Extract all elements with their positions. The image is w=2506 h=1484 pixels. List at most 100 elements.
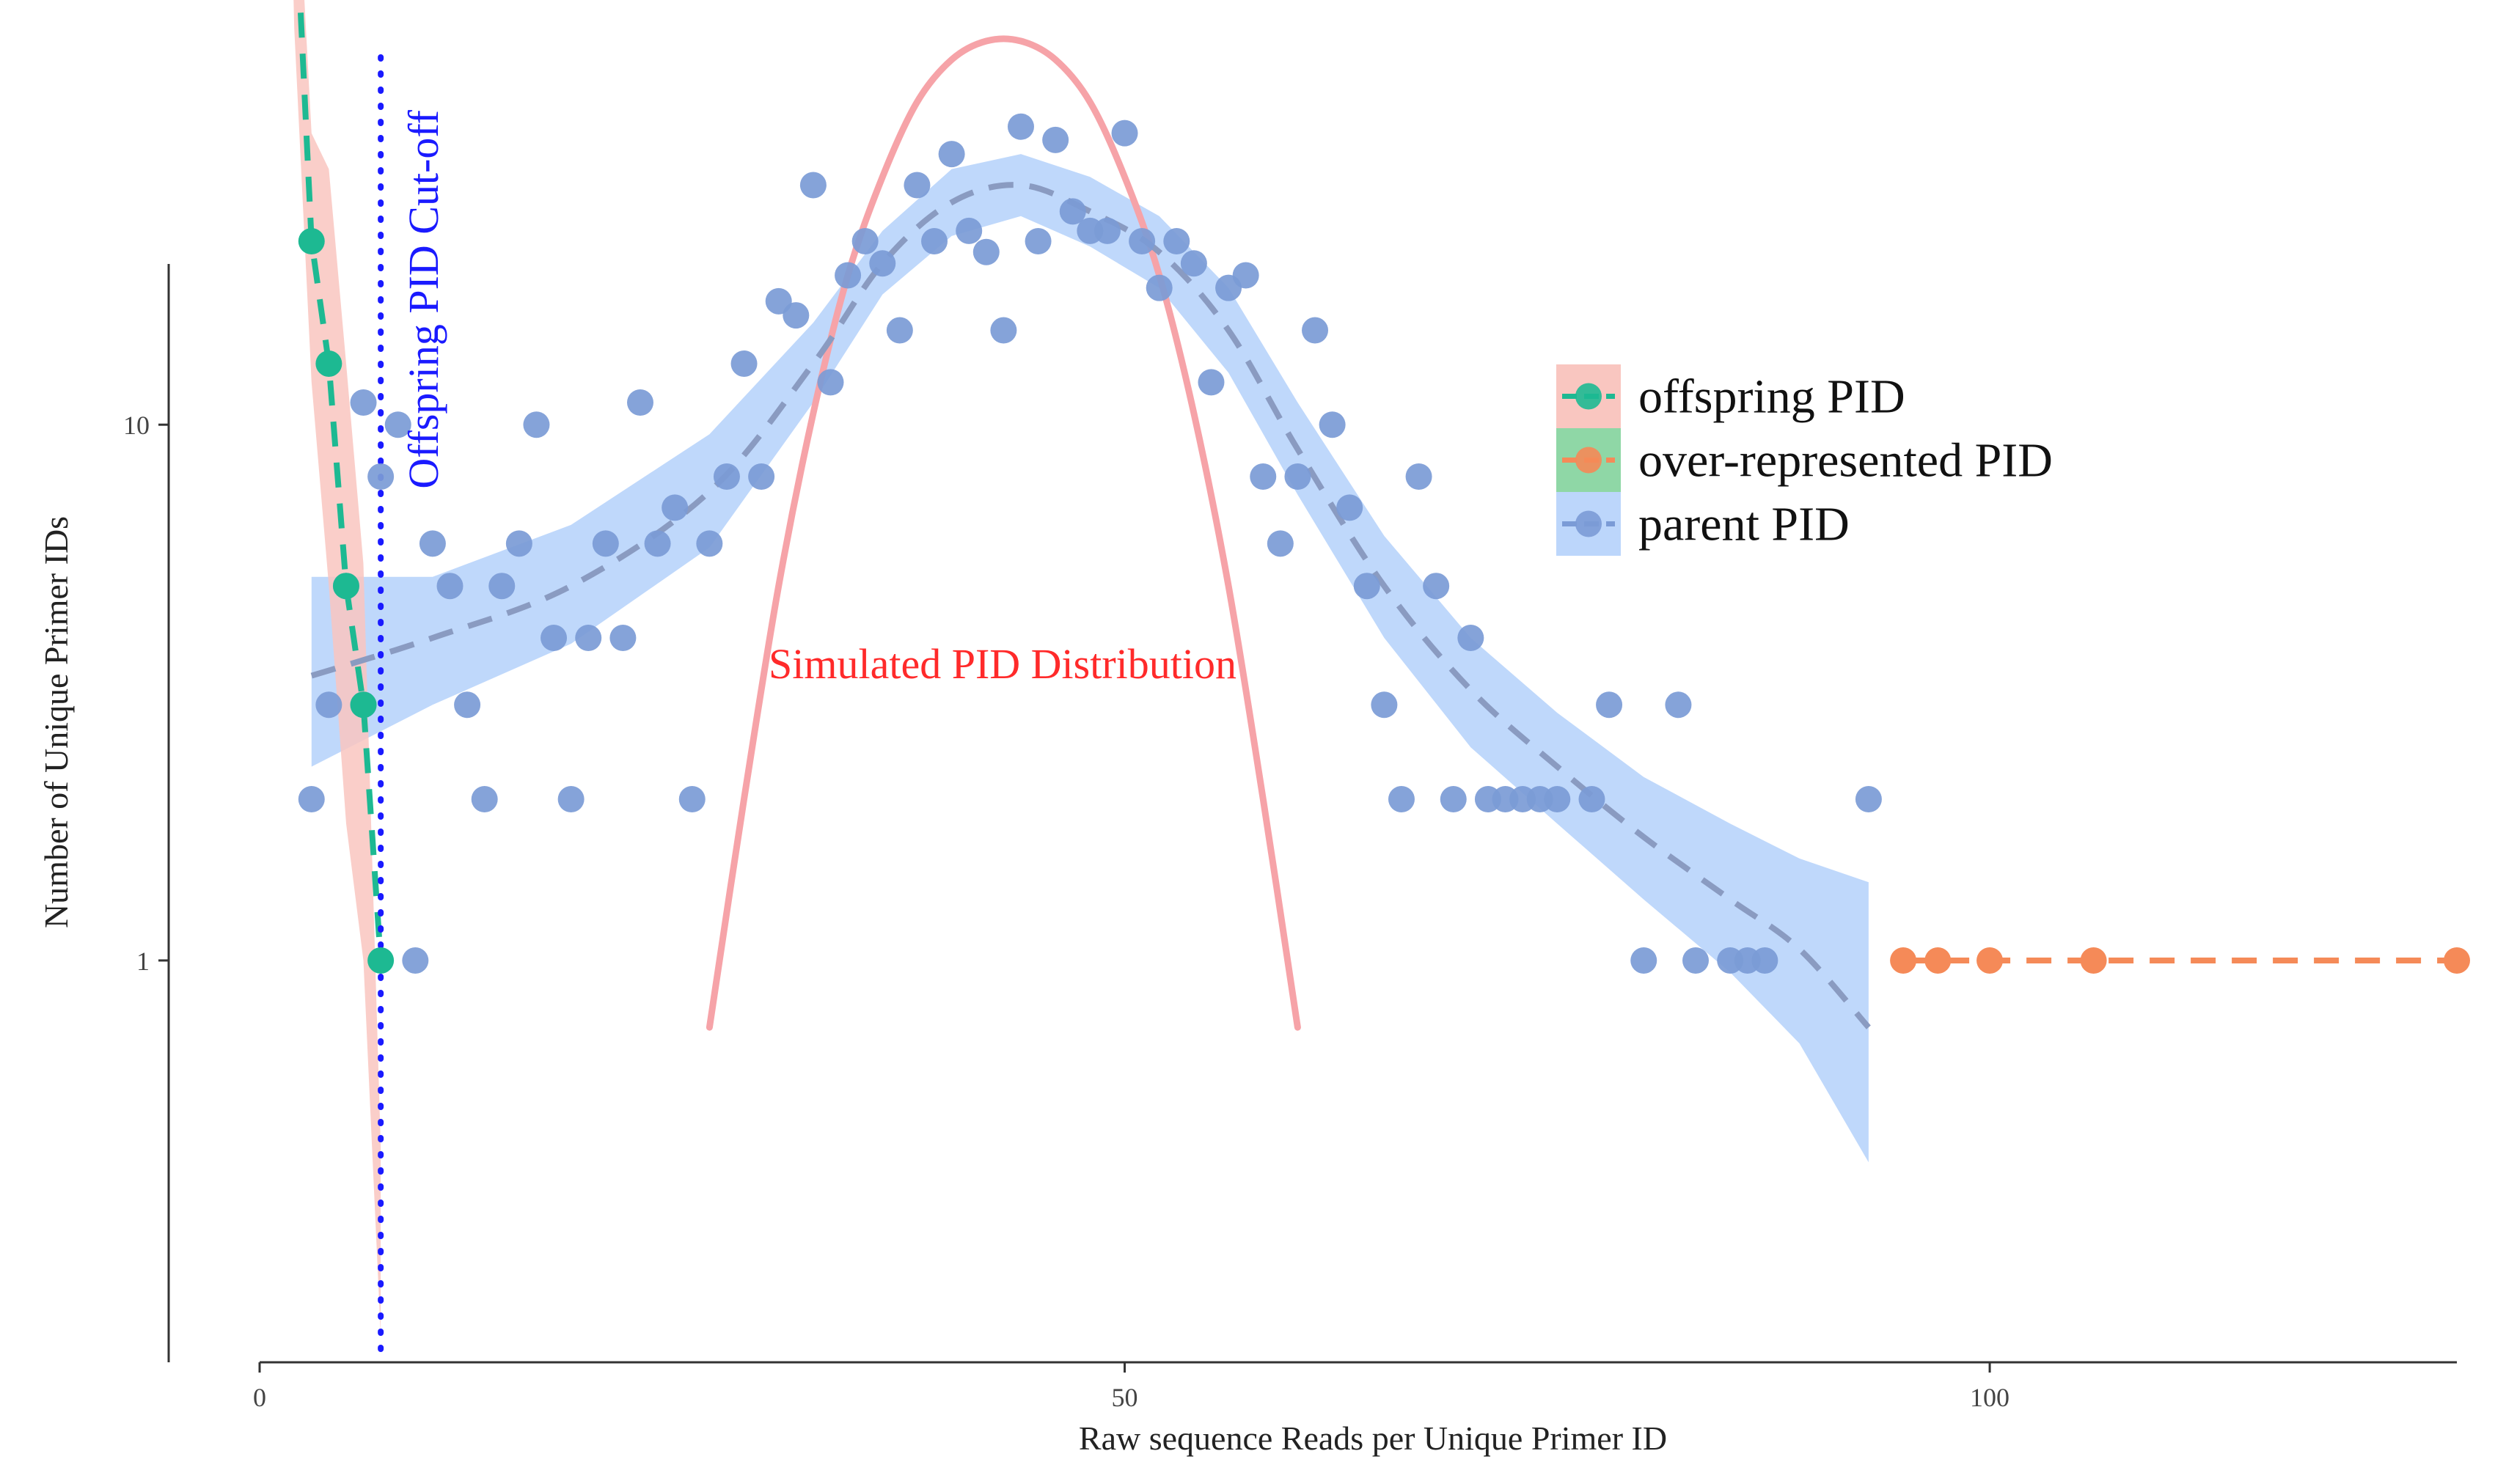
parent-point [419,530,446,557]
parent-point [1353,573,1380,600]
parent-point [990,317,1017,344]
simulated-distribution-label: Simulated PID Distribution [769,640,1236,688]
legend-label: offspring PID [1638,370,1905,424]
parent-point [1180,250,1207,277]
legend-point-swatch [1575,383,1602,410]
parent-point [1405,463,1432,491]
parent-point [1163,228,1190,255]
parent-point [1232,262,1259,289]
parent-point [488,573,516,600]
parent-point [921,228,948,255]
offspring-point [367,947,395,974]
offspring-confidence-band [293,0,381,1335]
parent-point [1440,785,1467,812]
parent-point [1146,274,1173,301]
parent-point [384,411,411,438]
legend: offspring PID over-represented PID parent … [1556,364,2053,556]
parent-point [1284,463,1311,491]
offspring-point [298,228,325,255]
parent-point [1007,113,1034,140]
cutoff-annotation: Offspring PID Cut-off [400,109,447,488]
parent-point [1319,411,1346,438]
parent-point [817,369,844,396]
parent-point [436,573,464,600]
parent-point [505,530,532,557]
parent-point [1111,120,1138,147]
parent-point [1336,494,1363,521]
x-axis-title: Raw sequence Reads per Unique Primer ID [1079,1419,1667,1457]
parent-point [1665,691,1692,719]
parent-point [350,389,377,416]
parent-point [644,530,671,557]
simulated-distribution-curve [706,35,1301,1031]
parent-point [1302,317,1329,344]
parent-point [938,141,965,168]
parent-point [713,463,740,491]
parent-point [1682,947,1710,974]
legend-label: over-represented PID [1638,434,2053,488]
y-tick-label: 1 [136,947,150,976]
series-lines [297,0,2457,1365]
parent-point [1371,691,1398,719]
parent-point [869,250,896,277]
parent-point [1751,947,1778,974]
parent-point [678,785,706,812]
parent-point [1578,785,1605,812]
parent-point [592,530,619,557]
parent-point [315,691,342,719]
parent-point [730,350,758,377]
axes: 1101001000050100 [123,264,2457,1412]
parent-point [1198,369,1225,396]
parent-point [557,785,585,812]
series-points [298,113,2470,974]
legend-point-swatch [1575,510,1602,537]
over-represented-point [2080,947,2107,974]
parent-point [1129,228,1156,255]
parent-trend-line [310,182,1871,1029]
parent-point [886,317,913,344]
parent-point [1596,691,1623,719]
parent-point [904,172,931,199]
parent-point [402,947,429,974]
parent-point [1025,228,1052,255]
parent-point [1059,198,1086,225]
offspring-point [350,691,377,719]
parent-point [1267,530,1294,557]
parent-point [835,262,862,289]
parent-point [956,217,983,244]
parent-point [609,625,637,652]
over-represented-point [1890,947,1917,974]
parent-point [972,238,1000,265]
over-represented-point [2444,947,2470,974]
x-tick-label: 100 [1970,1383,2009,1412]
y-axis-title: Number of Unique Primer IDs [37,516,75,928]
parent-point [575,625,602,652]
parent-point [1250,463,1277,491]
confidence-bands [293,0,1869,1335]
parent-point [1630,947,1657,974]
parent-point [799,172,827,199]
parent-point [626,389,653,416]
parent-point [454,691,481,719]
parent-point [1423,573,1450,600]
parent-point [1093,217,1121,244]
parent-point [1042,126,1069,153]
parent-point [523,411,550,438]
parent-point [662,494,689,521]
parent-point [367,463,395,491]
legend-point-swatch [1575,447,1602,474]
offspring-point [332,573,359,600]
over-represented-point [1976,947,2004,974]
parent-point [471,785,498,812]
y-tick-label: 10 [123,411,150,440]
parent-point [1388,785,1415,812]
parent-point [851,228,879,255]
x-tick-label: 0 [253,1383,266,1412]
legend-label: parent PID [1638,498,1850,551]
offspring-point [315,350,342,377]
parent-point [783,302,810,329]
parent-point [1855,785,1882,812]
over-represented-point [1924,947,1952,974]
parent-point [1544,785,1571,812]
